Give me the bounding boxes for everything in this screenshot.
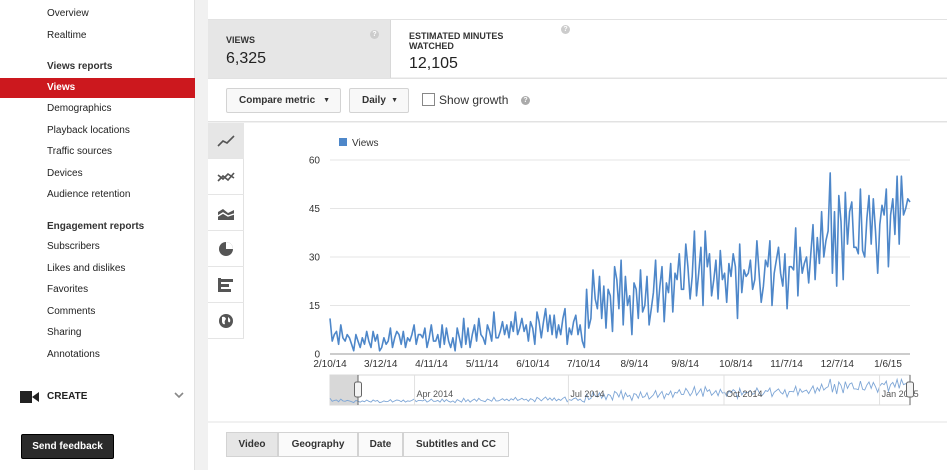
multi-line-chart-button[interactable]: [208, 159, 244, 195]
x-tick-label: 9/8/14: [671, 359, 699, 370]
x-tick-label: 8/9/14: [620, 359, 648, 370]
metric-card-views[interactable]: VIEWS 6,325 ?: [208, 20, 391, 78]
checkbox-box[interactable]: [422, 93, 435, 106]
top-strip: [208, 0, 947, 19]
navigator-label: Oct 2014: [726, 389, 763, 399]
views-line-chart: 0 15 30 45 60 2/10/14 3/12/14 4/11/14 5/11/14 6/1…: [309, 138, 919, 406]
tab-video[interactable]: Video: [226, 432, 278, 457]
show-growth-checkbox[interactable]: Show growth ?: [422, 92, 530, 108]
sidebar-item-favorites[interactable]: Favorites: [47, 284, 89, 295]
navigator-handle[interactable]: [906, 381, 914, 398]
stacked-area-chart-icon: [217, 209, 235, 220]
x-tick-label: 7/10/14: [567, 359, 601, 370]
y-tick-label: 30: [309, 253, 321, 264]
caret-down-icon: ▼: [323, 97, 330, 104]
bar-chart-icon: [218, 278, 233, 292]
tab-subtitles-and-cc[interactable]: Subtitles and CC: [403, 432, 509, 457]
compare-metric-dropdown[interactable]: Compare metric ▼: [226, 88, 341, 113]
sidebar-item-realtime[interactable]: Realtime: [47, 30, 87, 41]
x-tick-label: 5/11/14: [466, 359, 499, 370]
metric-value-views: 6,325: [226, 50, 267, 67]
chart-type-selector: [208, 123, 244, 339]
create-label: CREATE: [47, 391, 88, 402]
sidebar-item-demographics[interactable]: Demographics: [47, 103, 112, 114]
sidebar-item-audience-retention[interactable]: Audience retention: [47, 189, 131, 200]
help-icon[interactable]: ?: [561, 25, 570, 34]
caret-down-icon: ▼: [391, 97, 398, 104]
views-reports-heading: Views reports: [47, 61, 113, 72]
sidebar-item-subscribers[interactable]: Subscribers: [47, 241, 100, 252]
navigator-label: Jul 2014: [570, 389, 604, 399]
sidebar-item-views[interactable]: Views: [0, 78, 195, 98]
map-globe-icon: [219, 314, 233, 328]
chart-toolbar: Compare metric ▼ Daily ▼ Show growth ?: [208, 78, 947, 122]
pie-chart-button[interactable]: [208, 231, 244, 267]
sidebar-item-traffic-sources[interactable]: Traffic sources: [47, 146, 113, 157]
x-tick-label: 6/10/14: [516, 359, 550, 370]
line-chart-icon: [217, 135, 235, 147]
x-tick-label: 2/10/14: [313, 359, 347, 370]
stacked-area-chart-button[interactable]: [208, 195, 244, 231]
y-tick-label: 15: [309, 301, 321, 312]
y-tick-label: 45: [309, 204, 321, 215]
chart-area: 0 15 30 45 60 2/10/14 3/12/14 4/11/14 5/11/14 6/1…: [208, 123, 947, 421]
sidebar-item-sharing[interactable]: Sharing: [47, 327, 82, 338]
sidebar: Overview Realtime Views reports Views De…: [0, 0, 195, 470]
navigator-label: Apr 2014: [417, 389, 454, 399]
metric-cards: VIEWS 6,325 ? ESTIMATED MINUTES WATCHED …: [208, 19, 947, 78]
sidebar-item-likes-and-dislikes[interactable]: Likes and dislikes: [47, 263, 126, 274]
pie-chart-icon: [219, 242, 233, 256]
create-menu[interactable]: CREATE: [0, 387, 195, 409]
metric-title-minutes: ESTIMATED MINUTES WATCHED: [409, 31, 504, 51]
map-chart-button[interactable]: [208, 303, 244, 339]
sidebar-item-overview[interactable]: Overview: [47, 8, 89, 19]
sidebar-item-comments[interactable]: Comments: [47, 306, 96, 317]
legend-label: Views: [352, 138, 379, 149]
bar-chart-button[interactable]: [208, 267, 244, 303]
daily-interval-label: Daily: [362, 95, 386, 106]
x-tick-label: 4/11/14: [415, 359, 448, 370]
legend-swatch: [339, 138, 347, 146]
y-tick-label: 60: [309, 156, 321, 167]
metric-card-minutes-watched[interactable]: ESTIMATED MINUTES WATCHED 12,105 ?: [391, 20, 947, 78]
x-tick-label: 12/7/14: [821, 359, 855, 370]
engagement-reports-heading: Engagement reports: [47, 221, 145, 232]
navigator-handle[interactable]: [354, 381, 362, 398]
help-icon[interactable]: ?: [370, 30, 379, 39]
video-camera-icon: [20, 390, 40, 407]
sidebar-item-annotations[interactable]: Annotations: [47, 349, 100, 360]
sidebar-item-devices[interactable]: Devices: [47, 168, 83, 179]
x-tick-label: 10/8/14: [719, 359, 753, 370]
report-tabs: Video Geography Date Subtitles and CC: [208, 423, 947, 470]
daily-interval-dropdown[interactable]: Daily ▼: [349, 88, 409, 113]
tab-date[interactable]: Date: [358, 432, 403, 457]
show-growth-label: Show growth: [439, 93, 509, 107]
help-icon[interactable]: ?: [521, 96, 530, 105]
views-series-line: [329, 172, 911, 352]
metric-value-minutes: 12,105: [409, 55, 458, 72]
chevron-down-icon[interactable]: [174, 390, 184, 403]
x-tick-label: 3/12/14: [364, 359, 398, 370]
navigator-label: Jan 2015: [882, 389, 919, 399]
y-tick-label: 0: [314, 350, 320, 361]
sidebar-item-playback-locations[interactable]: Playback locations: [47, 125, 130, 136]
main-content: VIEWS 6,325 ? ESTIMATED MINUTES WATCHED …: [200, 0, 947, 470]
metric-title-views: VIEWS: [226, 35, 256, 45]
x-tick-label: 11/7/14: [770, 359, 803, 370]
multi-line-chart-icon: [217, 172, 235, 182]
compare-metric-label: Compare metric: [239, 95, 316, 106]
navigator-series-line: [329, 377, 911, 404]
x-tick-label: 1/6/15: [874, 359, 902, 370]
send-feedback-button[interactable]: Send feedback: [21, 434, 114, 459]
tab-geography[interactable]: Geography: [278, 432, 358, 457]
line-chart-button[interactable]: [208, 123, 244, 159]
navigator-frame[interactable]: [329, 374, 911, 406]
